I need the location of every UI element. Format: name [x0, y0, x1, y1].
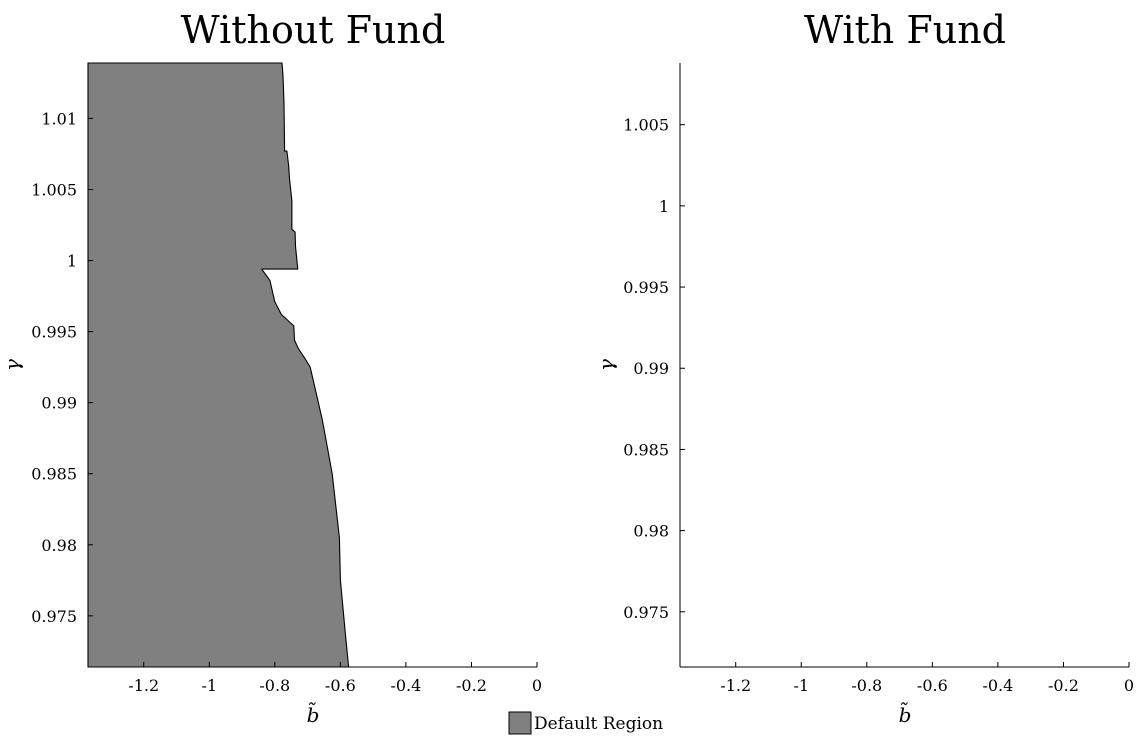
- x-ticks-right: -1.2 -1 -0.8 -0.6 -0.4 -0.2 0: [720, 662, 1134, 695]
- panel-with-fund: With Fund -1.2 -1 -0.8 -0.6 -0.4 -0.2 0 0.9750…: [594, 8, 1134, 727]
- y-tick-label: 1: [67, 252, 77, 271]
- y-tick-label: 0.975: [623, 603, 669, 622]
- axes-right: [679, 63, 1129, 668]
- chart-title-right: With Fund: [804, 8, 1006, 52]
- chart-title-left: Without Fund: [181, 8, 446, 52]
- x-axis-label-left: b̃: [307, 701, 320, 727]
- y-tick-label: 0.975: [31, 607, 77, 626]
- y-axis-label-right: γ: [594, 359, 618, 371]
- x-tick-label: -0.8: [851, 676, 882, 695]
- x-tick-label: -0.6: [917, 676, 948, 695]
- y-tick-label: 0.995: [623, 278, 669, 297]
- legend-swatch: [508, 711, 532, 735]
- y-ticks-right: 0.975 0.98 0.985 0.99 0.995 1 1.005: [623, 116, 685, 622]
- y-tick-label: 0.99: [41, 394, 77, 413]
- y-ticks-left: 0.975 0.98 0.985 0.99 0.995 1 1.005 1.01: [31, 109, 93, 626]
- y-tick-label: 1.01: [41, 109, 77, 128]
- x-tick-label: 0: [1124, 676, 1134, 695]
- y-tick-label: 0.98: [633, 522, 669, 541]
- x-tick-label: -0.4: [390, 676, 421, 695]
- x-tick-label: -0.6: [325, 676, 356, 695]
- x-tick-label: -1.2: [720, 676, 751, 695]
- default-region-area-left: [87, 62, 350, 668]
- x-tick-label: -1.2: [128, 676, 159, 695]
- y-tick-label: 0.985: [31, 465, 77, 484]
- axes-left: [87, 63, 537, 668]
- x-tick-label: -1: [201, 676, 217, 695]
- x-tick-label: -1: [793, 676, 809, 695]
- y-tick-label: 0.985: [623, 440, 669, 459]
- y-tick-label: 0.995: [31, 323, 77, 342]
- y-tick-label: 1.005: [623, 116, 669, 135]
- x-tick-label: -0.4: [982, 676, 1013, 695]
- legend: Default Region: [508, 711, 663, 735]
- y-tick-label: 0.99: [633, 359, 669, 378]
- y-tick-label: 1: [659, 197, 669, 216]
- y-tick-label: 0.98: [41, 536, 77, 555]
- x-tick-label: -0.2: [1048, 676, 1079, 695]
- y-axis-label-left: γ: [0, 359, 24, 371]
- x-tick-label: -0.2: [456, 676, 487, 695]
- x-axis-label-right: b̃: [899, 701, 912, 727]
- legend-label: Default Region: [534, 714, 663, 734]
- x-tick-label: -0.8: [259, 676, 290, 695]
- default-region-polygon-left-0: [87, 62, 350, 668]
- x-ticks-left: -1.2 -1 -0.8 -0.6 -0.4 -0.2 0: [128, 662, 542, 695]
- x-tick-label: 0: [532, 676, 542, 695]
- y-tick-label: 1.005: [31, 180, 77, 199]
- panel-without-fund: Without Fund -1.2 -1 -0.8 -0.6 -0.4 -0.2 0 0.9…: [0, 8, 542, 727]
